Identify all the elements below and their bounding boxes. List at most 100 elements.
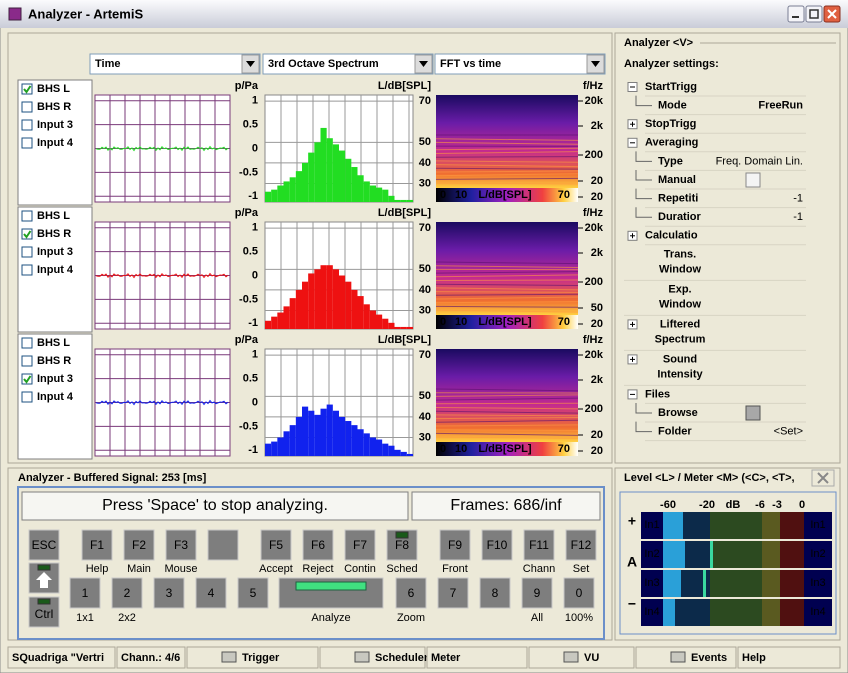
waveform — [95, 145, 229, 152]
spectrum-bar — [295, 289, 302, 329]
spectrum-bar — [339, 416, 346, 456]
meter-scale: -60 — [660, 499, 676, 511]
number-key[interactable] — [563, 577, 595, 609]
meter-scale: 0 — [799, 499, 805, 511]
led — [395, 531, 409, 539]
view-dropdown[interactable] — [262, 53, 434, 75]
function-key[interactable] — [302, 529, 334, 561]
meter-zone — [710, 599, 762, 626]
close-glyph — [827, 9, 837, 19]
meter-zone — [762, 512, 780, 539]
manual-checkbox[interactable] — [745, 172, 761, 188]
spectrum-bar — [363, 181, 370, 202]
channel-checkbox[interactable] — [21, 264, 33, 276]
tree-line — [635, 403, 652, 414]
channel-checkbox[interactable] — [21, 228, 33, 240]
number-key[interactable] — [237, 577, 269, 609]
channel-checkbox[interactable] — [21, 355, 33, 367]
function-key[interactable] — [523, 529, 555, 561]
minimize-button[interactable] — [787, 5, 805, 23]
spectrogram-stripe — [435, 274, 579, 278]
function-key[interactable] — [439, 529, 471, 561]
channel-checkbox[interactable] — [21, 137, 33, 149]
channel-checkbox[interactable] — [21, 210, 33, 222]
browse-button[interactable] — [745, 405, 761, 421]
tree-label: StartTrigg — [645, 81, 697, 93]
y-tick-label: 2k — [591, 374, 604, 386]
function-key[interactable] — [28, 529, 60, 561]
spectrum-bar — [314, 142, 321, 202]
function-key[interactable] — [260, 529, 292, 561]
channel-checkbox[interactable] — [21, 391, 33, 403]
function-key[interactable] — [165, 529, 197, 561]
number-key[interactable] — [395, 577, 427, 609]
number-key[interactable] — [521, 577, 553, 609]
channel-label: BHS L — [37, 83, 70, 95]
number-key[interactable] — [69, 577, 101, 609]
settings-heading: Analyzer settings: — [624, 58, 719, 70]
axis-label: f/Hz — [583, 207, 604, 219]
channel-checkbox[interactable] — [21, 83, 33, 95]
number-key[interactable] — [195, 577, 227, 609]
meter-level — [663, 541, 685, 568]
function-key[interactable] — [123, 529, 155, 561]
scale-label: 10 — [455, 316, 467, 328]
channel-checkbox[interactable] — [21, 373, 33, 385]
y-tick-label: 20k — [585, 222, 604, 234]
function-key[interactable] — [81, 529, 113, 561]
check-mark — [23, 230, 32, 239]
spectrum-bar — [388, 445, 395, 456]
spectrum-bar — [295, 171, 302, 202]
view-dropdown[interactable] — [434, 53, 606, 75]
spectrum-bar — [382, 443, 389, 456]
axis-label: L/dB[SPL] — [378, 80, 431, 92]
channel-checkbox[interactable] — [21, 246, 33, 258]
key-caption: Sched — [386, 563, 417, 575]
spectrum-bar — [265, 191, 272, 202]
spectrum-bar — [400, 199, 407, 202]
tree-label: Browse — [658, 407, 698, 419]
function-key[interactable] — [481, 529, 513, 561]
scale-label: L/dB[SPL] — [478, 316, 531, 328]
spectrogram-stripe — [435, 388, 579, 392]
check-mark — [23, 375, 32, 384]
channel-checkbox[interactable] — [21, 101, 33, 113]
spectrum-bar — [320, 265, 327, 329]
spectrum-bar — [400, 451, 407, 456]
y-tick-label: -1 — [248, 444, 258, 456]
number-key[interactable] — [437, 577, 469, 609]
function-key[interactable] — [207, 529, 239, 561]
y-tick-label: 20 — [591, 445, 603, 457]
status-text: Help — [742, 652, 766, 664]
status-text: Trigger — [242, 652, 280, 664]
y-tick-label: 0 — [252, 396, 258, 408]
channel-checkbox[interactable] — [21, 337, 33, 349]
function-key[interactable] — [565, 529, 597, 561]
spectrum-bar — [289, 177, 296, 202]
status-cell — [7, 646, 116, 669]
function-key[interactable] — [344, 529, 376, 561]
spectrum-bar — [332, 144, 339, 202]
status-message: Press 'Space' to stop analyzing. — [102, 497, 328, 514]
spectrum-bar — [357, 429, 364, 456]
y-tick-label: 1 — [252, 95, 258, 107]
y-tick-label: 0.5 — [243, 119, 258, 131]
number-key[interactable] — [111, 577, 143, 609]
tree-label: Calculatio — [645, 230, 698, 242]
view-dropdown[interactable] — [89, 53, 261, 75]
tree-label: Repetiti — [658, 193, 698, 205]
y-tick-label: 40 — [419, 411, 431, 423]
maximize-button[interactable] — [805, 5, 823, 23]
key-caption: Help — [86, 563, 109, 575]
meter-scale: dB — [726, 499, 741, 511]
channel-label: BHS L — [37, 337, 70, 349]
channel-checkbox[interactable] — [21, 119, 33, 131]
number-key[interactable] — [153, 577, 185, 609]
key-label: F2 — [132, 538, 146, 552]
key-caption: All — [531, 612, 543, 624]
spectrogram-stripe — [435, 167, 579, 170]
y-tick-label: 2k — [591, 247, 604, 259]
meter-channel — [641, 541, 663, 568]
number-key[interactable] — [479, 577, 511, 609]
axis-label: f/Hz — [583, 334, 604, 346]
